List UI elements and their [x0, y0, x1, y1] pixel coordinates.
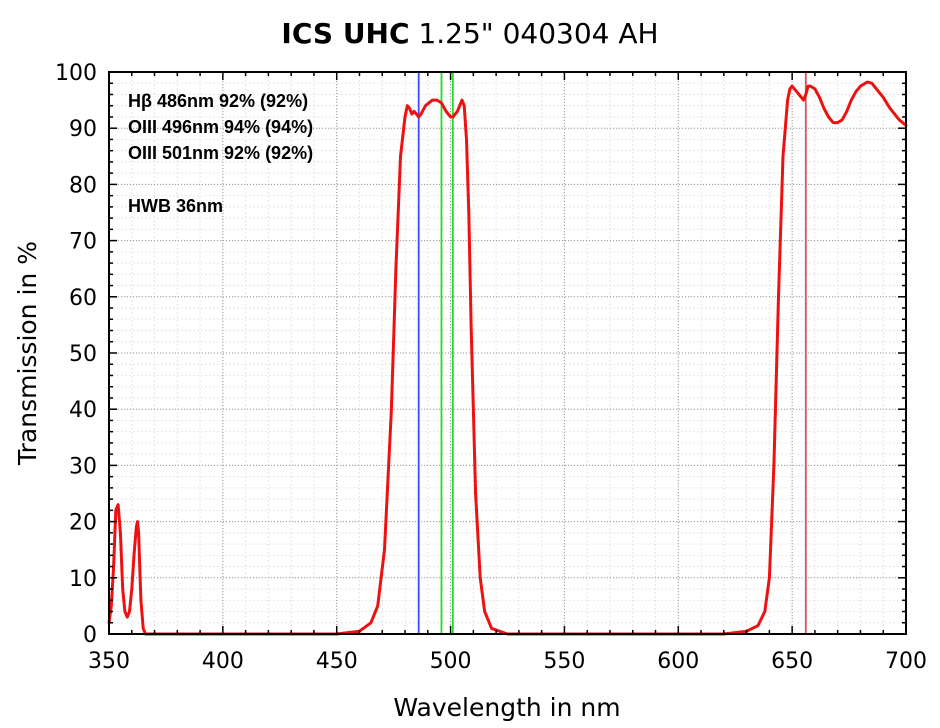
y-tick-label: 90: [69, 117, 97, 142]
x-tick-label: 650: [771, 649, 813, 674]
y-tick-label: 10: [69, 567, 97, 592]
transmission-curve: [107, 80, 908, 636]
x-axis-label: Wavelength in nm: [393, 693, 620, 722]
y-axis-label: Transmission in %: [13, 241, 42, 466]
tick-labels: 350 400 450 500 550 600 650 700 0 10 20 30 40 50 60 70 8…: [55, 61, 927, 674]
annotation-hbeta: Hβ 486nm 92% (92%): [128, 91, 308, 111]
x-tick-label: 700: [885, 649, 927, 674]
annotation-oiii-501: OIII 501nm 92% (92%): [128, 143, 313, 163]
annotation-hwb: HWB 36nm: [128, 196, 223, 216]
y-tick-label: 70: [69, 230, 97, 255]
y-tick-label: 0: [83, 623, 97, 648]
chart-title-rest: 1.25" 040304 AH: [410, 17, 659, 50]
y-tick-label: 40: [69, 398, 97, 423]
series-layer: [107, 80, 908, 636]
chart-title-bold: ICS UHC: [281, 17, 409, 50]
x-tick-label: 450: [316, 649, 358, 674]
x-tick-label: 400: [202, 649, 244, 674]
x-tick-label: 550: [543, 649, 585, 674]
y-tick-label: 100: [55, 61, 97, 86]
y-tick-label: 20: [69, 511, 97, 536]
tick-marks: [108, 71, 907, 635]
y-tick-label: 30: [69, 454, 97, 479]
y-tick-label: 80: [69, 173, 97, 198]
x-tick-label: 500: [430, 649, 472, 674]
y-tick-label: 60: [69, 286, 97, 311]
x-tick-label: 350: [88, 649, 130, 674]
x-tick-label: 600: [657, 649, 699, 674]
annotation-oiii-496: OIII 496nm 94% (94%): [128, 117, 313, 137]
chart-title: ICS UHC 1.25" 040304 AH: [281, 17, 658, 50]
y-tick-label: 50: [69, 342, 97, 367]
reference-lines: [417, 72, 807, 634]
